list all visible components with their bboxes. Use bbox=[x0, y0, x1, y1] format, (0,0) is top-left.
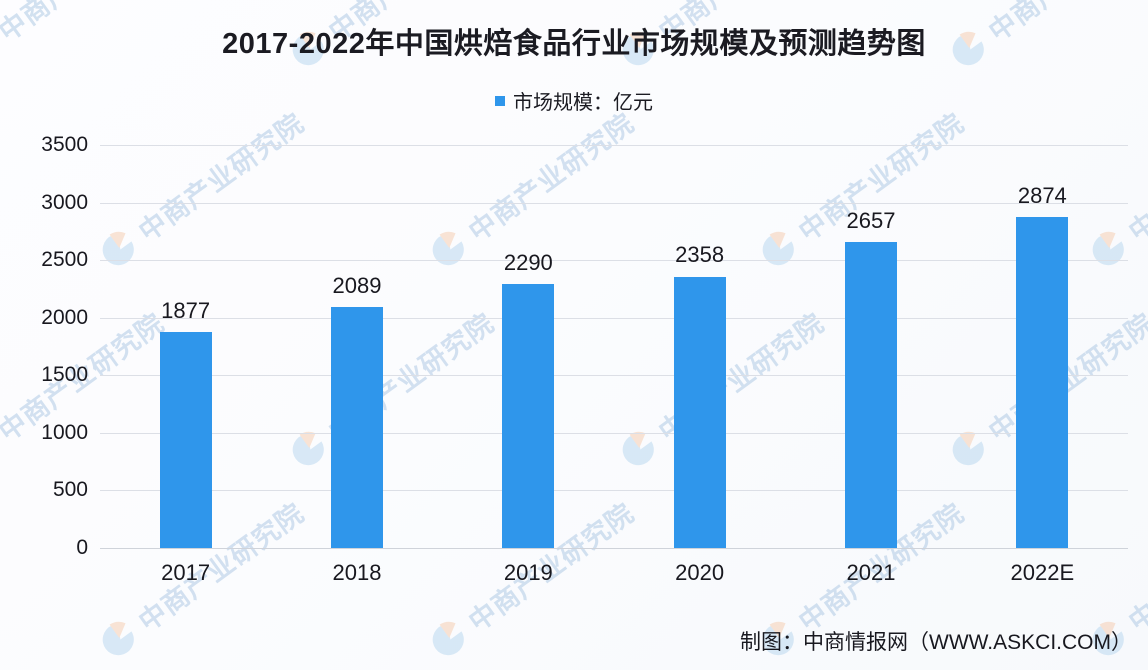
y-axis-tick-label: 2500 bbox=[41, 248, 88, 272]
bar-series: 1877 2089 2290 2358 2657 2874 bbox=[100, 145, 1128, 548]
bar-value-label: 1877 bbox=[161, 297, 211, 323]
y-axis-tick-label: 1000 bbox=[41, 420, 88, 444]
bar-2022E[interactable] bbox=[1016, 217, 1069, 548]
x-axis-tick-label: 2018 bbox=[332, 560, 382, 585]
gridline bbox=[100, 490, 1128, 492]
bar-value-label: 2089 bbox=[332, 273, 382, 299]
y-axis-tick-label: 3500 bbox=[41, 133, 88, 156]
gridline bbox=[100, 145, 1128, 146]
y-axis-tick-label: 3000 bbox=[41, 190, 88, 214]
y-axis-tick-label: 0 bbox=[76, 536, 88, 559]
bar-value-label: 2874 bbox=[1017, 183, 1067, 209]
x-axis-labels: 2017 2018 2019 2020 2021 2022E bbox=[100, 560, 1128, 592]
gridline bbox=[100, 375, 1128, 377]
source-note: 制图：中商情报网（WWW.ASKCI.COM） bbox=[740, 631, 1132, 654]
bar-value-label: 2290 bbox=[503, 250, 553, 276]
legend-swatch-icon bbox=[495, 95, 505, 106]
y-axis-tick-label: 2000 bbox=[41, 305, 88, 329]
x-axis-tick-label: 2020 bbox=[675, 560, 725, 585]
x-axis-tick-label: 2022E bbox=[1010, 560, 1075, 585]
gridline bbox=[100, 432, 1128, 434]
bar-2017[interactable] bbox=[159, 331, 212, 548]
y-axis-tick-label: 1500 bbox=[41, 363, 88, 387]
bar-value-label: 2657 bbox=[846, 208, 896, 234]
bar-2020[interactable] bbox=[673, 276, 726, 548]
plot-area: 1877 2089 2290 2358 2657 2874 bbox=[100, 145, 1128, 549]
x-axis-tick-label: 2017 bbox=[161, 560, 211, 585]
chart-legend: 市场规模：亿元 bbox=[0, 86, 1148, 115]
legend-label: 市场规模：亿元 bbox=[513, 92, 653, 114]
gridline bbox=[100, 317, 1128, 319]
y-axis-tick-label: 500 bbox=[52, 478, 88, 502]
x-axis-tick-label: 2021 bbox=[846, 560, 896, 585]
x-axis-tick-label: 2019 bbox=[503, 560, 553, 585]
gridline bbox=[100, 260, 1128, 262]
gridline bbox=[100, 548, 1128, 549]
bar-2021[interactable] bbox=[845, 242, 897, 548]
bar-2019[interactable] bbox=[502, 284, 555, 548]
chart-title: 2017-2022年中国烘焙食品行业市场规模及预测趋势图 bbox=[222, 28, 926, 60]
bar-2018[interactable] bbox=[331, 307, 383, 548]
y-axis-labels: 3500 3000 2500 2000 1500 1000 500 0 bbox=[0, 133, 88, 559]
bar-value-label: 2358 bbox=[675, 242, 725, 268]
gridline bbox=[100, 202, 1128, 204]
